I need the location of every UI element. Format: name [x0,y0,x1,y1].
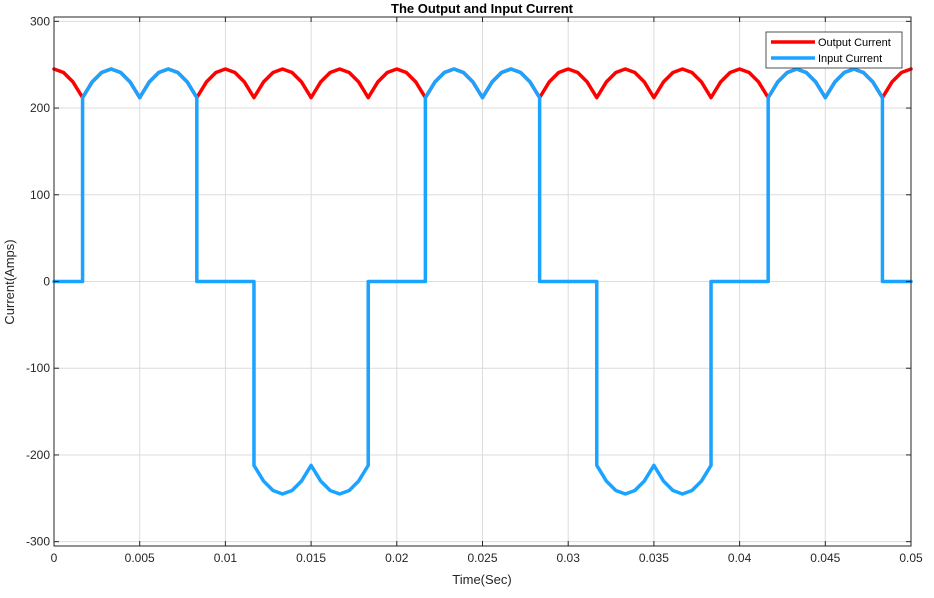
legend-box [765,31,903,69]
legend-label-input-current: Input Current [818,53,882,65]
y-tick-label: -100 [26,361,50,375]
y-tick-label: -300 [26,535,50,549]
x-tick-label: 0.015 [296,551,326,565]
x-tick-label: 0.005 [125,551,155,565]
y-tick-label: 300 [30,14,50,28]
y-tick-label: 0 [43,275,50,289]
chart-title: The Output and Input Current [391,1,574,16]
y-tick-label: 200 [30,101,50,115]
x-tick-label: 0.05 [899,551,923,565]
x-tick-label: 0.035 [639,551,669,565]
series-layer [52,67,913,496]
x-tick-label: 0 [51,551,58,565]
legend: Output Current Input Current [765,31,903,69]
x-tick-label: 0.03 [557,551,581,565]
x-tick-label: 0.04 [728,551,752,565]
legend-label-output-current: Output Current [818,37,891,49]
x-axis-title: Time(Sec) [452,572,511,587]
x-tick-labels: 0 0.005 0.01 0.015 0.02 0.025 0.03 0.035 0.04 0.0… [51,551,923,565]
x-tick-label: 0.045 [810,551,840,565]
ticks [53,17,912,546]
y-tick-label: -200 [26,448,50,462]
x-tick-label: 0.02 [385,551,409,565]
y-tick-label: 100 [30,188,50,202]
series-line-input-current [52,67,913,496]
y-tick-labels: -300 -200 -100 0 100 200 300 [26,14,50,548]
x-tick-label: 0.01 [214,551,238,565]
y-axis-title: Current(Amps) [2,239,17,324]
x-tick-label: 0.025 [467,551,497,565]
